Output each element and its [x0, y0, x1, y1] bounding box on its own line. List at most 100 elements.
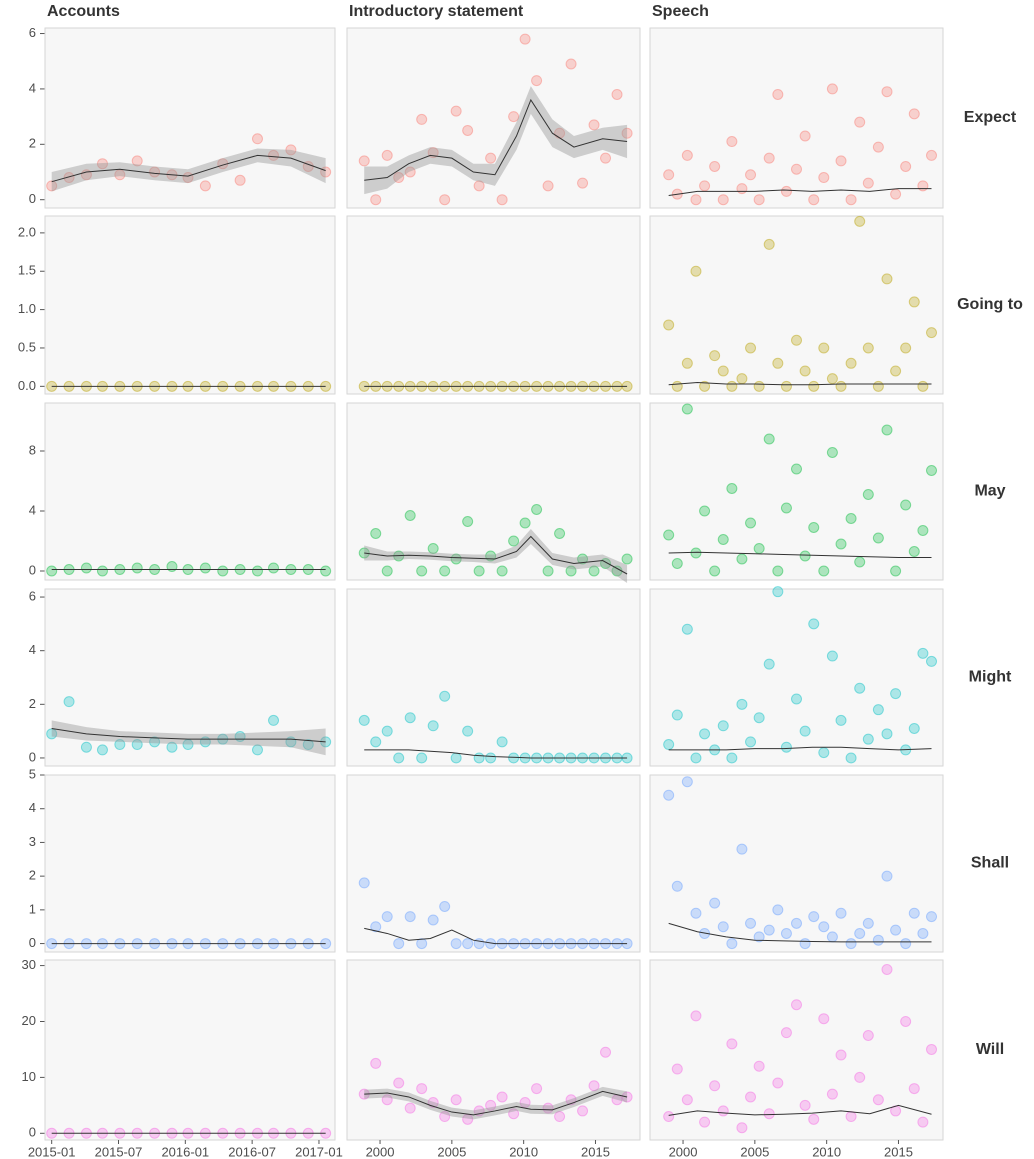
point: [881, 728, 893, 740]
point: [854, 1071, 866, 1083]
point: [908, 546, 920, 557]
y-tick-label: 4: [29, 80, 36, 95]
point: [268, 562, 280, 574]
point: [663, 789, 675, 801]
point: [46, 180, 58, 192]
point: [709, 897, 721, 909]
y-tick-label: 4: [29, 502, 36, 517]
point: [473, 180, 485, 192]
point: [508, 111, 520, 123]
point: [381, 1094, 393, 1106]
x-tick-label: 2016-07: [228, 1144, 276, 1159]
point: [881, 86, 893, 98]
point: [588, 119, 600, 131]
x-tick-label: 2015: [581, 1144, 610, 1159]
panel: [44, 959, 336, 1141]
point: [845, 752, 857, 764]
x-tick-label: 2000: [669, 1144, 698, 1159]
point: [690, 907, 702, 919]
point: [808, 911, 820, 923]
point: [234, 174, 246, 186]
point: [780, 1027, 792, 1039]
point: [554, 528, 566, 539]
point: [699, 1116, 711, 1128]
smooth-line: [364, 1090, 628, 1116]
point: [542, 565, 554, 577]
y-tick-label: 1: [29, 901, 36, 916]
point: [251, 744, 263, 756]
point: [462, 124, 474, 136]
point: [611, 88, 623, 100]
point: [854, 927, 866, 939]
point: [621, 127, 633, 139]
point: [709, 565, 721, 577]
x-tick-label: 2000: [366, 1144, 395, 1159]
panel: [346, 959, 641, 1141]
point: [462, 725, 474, 737]
y-tick-label: 1.0: [18, 301, 36, 316]
point: [872, 141, 884, 153]
point: [845, 194, 857, 206]
point: [96, 565, 108, 577]
point: [393, 1077, 405, 1089]
point: [131, 739, 143, 751]
x-tick-label: 2015-07: [95, 1144, 143, 1159]
point: [862, 342, 874, 354]
smooth-line: [668, 551, 932, 558]
smooth-line: [668, 922, 932, 943]
point: [96, 744, 108, 756]
point: [799, 130, 811, 142]
point: [450, 553, 462, 565]
point: [393, 752, 405, 764]
point: [890, 924, 902, 936]
x-tick-label: 2005: [740, 1144, 769, 1159]
point: [845, 1111, 857, 1123]
y-tick-label: 10: [22, 1069, 36, 1084]
point: [381, 149, 393, 161]
point: [439, 900, 451, 912]
point: [890, 188, 902, 200]
point: [908, 907, 920, 919]
point: [826, 373, 838, 385]
point: [63, 172, 75, 184]
point: [404, 911, 416, 923]
point: [763, 152, 775, 164]
panel: [649, 402, 944, 581]
point: [699, 728, 711, 740]
point: [690, 265, 702, 277]
point: [917, 380, 929, 392]
point: [358, 155, 370, 167]
point: [926, 149, 938, 161]
point: [726, 752, 738, 764]
point: [890, 688, 902, 700]
point: [818, 342, 830, 354]
row-label: Shall: [971, 855, 1009, 872]
point: [621, 553, 633, 565]
point: [699, 380, 711, 392]
point: [416, 938, 428, 950]
point: [799, 938, 811, 950]
point: [772, 1077, 784, 1089]
point: [818, 565, 830, 577]
point: [736, 843, 748, 855]
point: [780, 185, 792, 197]
point: [370, 1057, 382, 1069]
point: [508, 752, 520, 764]
panel: [44, 774, 336, 953]
point: [485, 1099, 497, 1111]
point: [671, 709, 683, 721]
point: [908, 1083, 920, 1095]
point: [900, 342, 912, 354]
point: [862, 917, 874, 929]
point: [808, 380, 820, 392]
point: [96, 158, 108, 170]
point: [80, 562, 92, 574]
point: [826, 650, 838, 662]
point: [450, 105, 462, 117]
point: [439, 194, 451, 206]
point: [890, 365, 902, 377]
point: [736, 553, 748, 565]
point: [416, 565, 428, 577]
